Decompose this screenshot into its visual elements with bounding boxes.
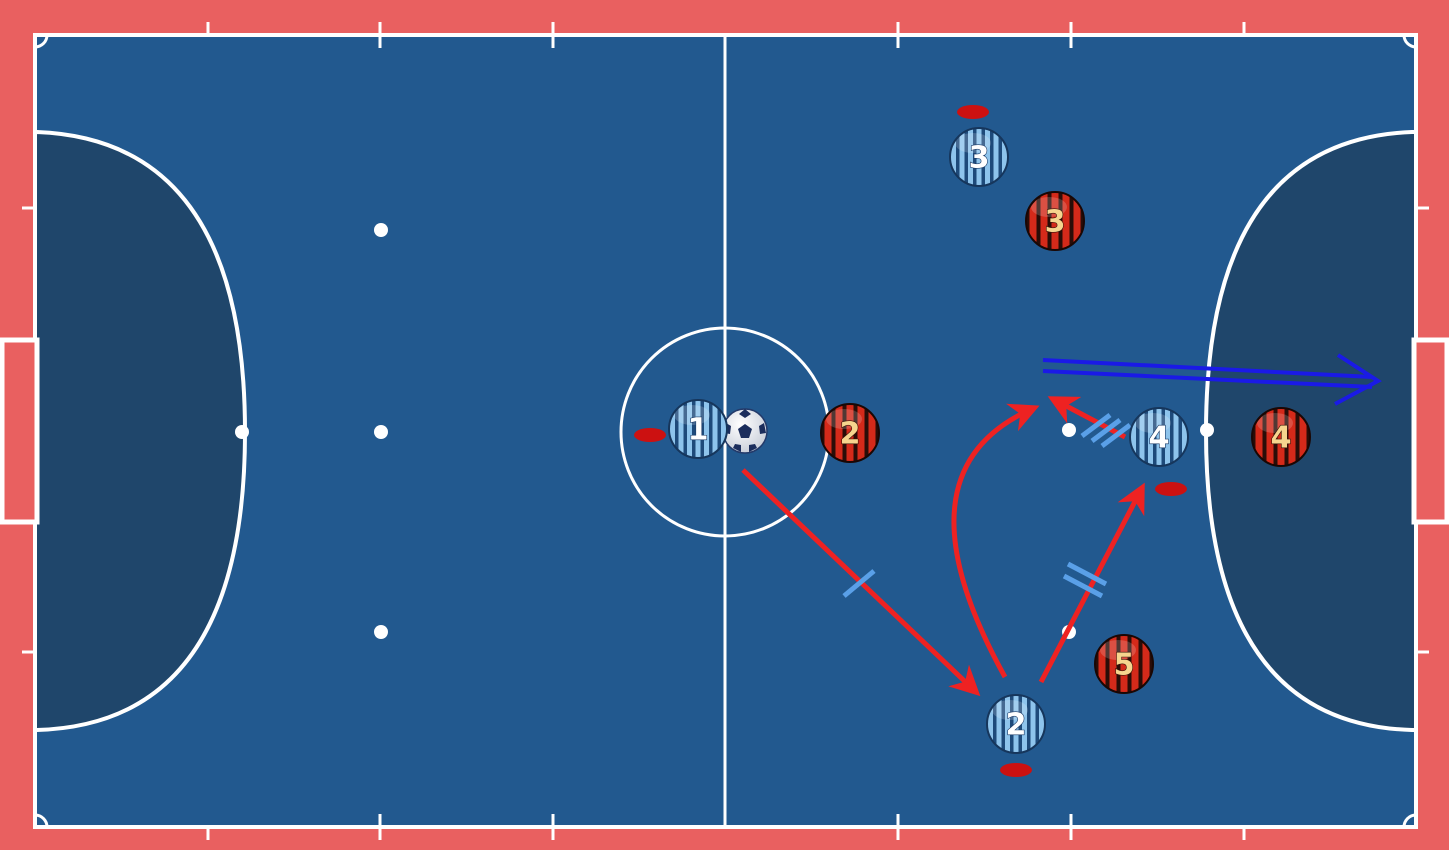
pass-marker-3c <box>1100 423 1132 448</box>
cone-icon <box>634 428 666 442</box>
right-goal <box>1411 337 1449 525</box>
player-blue-2: 2 <box>986 694 1046 754</box>
player-number-blue-4: 4 <box>1149 421 1170 456</box>
player-number-blue-3: 3 <box>969 141 990 176</box>
run-arrow-2-curved <box>951 403 1040 679</box>
player-blue-4: 4 <box>1129 407 1189 467</box>
pass-arrow-4-to-space <box>1047 396 1127 440</box>
player-blue-1: 1 <box>668 399 728 459</box>
pass-marker-3a <box>1080 413 1112 438</box>
pass-sequence-markers <box>842 413 1132 599</box>
pass-marker-3b <box>1090 418 1122 443</box>
left-goal <box>0 337 40 525</box>
corner-arc-tl <box>34 34 49 49</box>
pass-marker-2a <box>1062 573 1104 599</box>
pass-marker-2b <box>1066 561 1108 587</box>
cones <box>634 105 1187 777</box>
players-layer: 1 2 3 4 2 3 4 5 <box>668 127 1311 754</box>
player-red-4: 4 <box>1251 407 1311 467</box>
player-number-red-5: 5 <box>1114 648 1135 683</box>
player-number-red-4: 4 <box>1271 421 1292 456</box>
boundary-ticks <box>22 22 1429 840</box>
cone-icon <box>1155 482 1187 496</box>
run-arrow-to-goal <box>1042 353 1382 406</box>
player-number-red-3: 3 <box>1045 205 1066 240</box>
player-number-red-2: 2 <box>840 417 861 452</box>
player-blue-3: 3 <box>949 127 1009 187</box>
corner-arc-tr <box>1402 34 1417 49</box>
player-red-3: 3 <box>1025 191 1085 251</box>
corner-arc-bl <box>34 813 49 828</box>
player-number-blue-2: 2 <box>1006 708 1027 743</box>
pass-marker-1 <box>842 569 876 598</box>
cone-icon <box>957 105 989 119</box>
corner-arc-br <box>1402 813 1417 828</box>
player-number-blue-1: 1 <box>688 413 709 448</box>
player-red-5: 5 <box>1094 634 1154 694</box>
player-red-2: 2 <box>820 403 880 463</box>
pass-arrow-2-to-4 <box>1038 482 1145 684</box>
cone-icon <box>1000 763 1032 777</box>
soccer-ball-icon <box>722 408 768 454</box>
